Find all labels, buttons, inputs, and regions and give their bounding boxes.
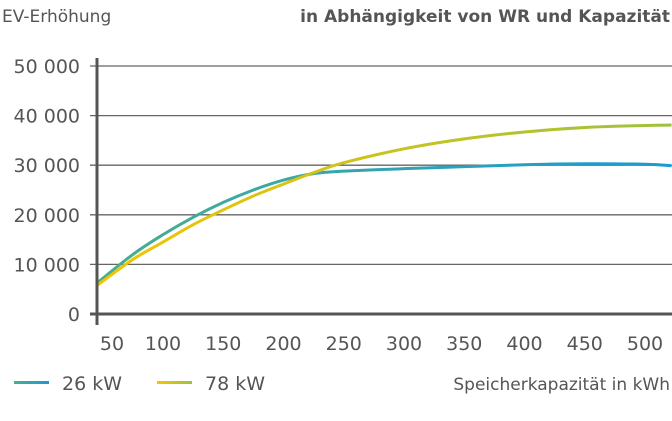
y-tick-label: 20 000 <box>14 205 80 227</box>
x-tick-label: 100 <box>145 333 181 355</box>
x-axis-label: Speicherkapazität in kWh <box>453 375 670 395</box>
x-tick-label: 400 <box>506 333 542 355</box>
x-tick-label: 300 <box>386 333 422 355</box>
x-tick-label: 250 <box>326 333 362 355</box>
y-tick-label: 30 000 <box>14 155 80 177</box>
x-tick-label: 350 <box>446 333 482 355</box>
y-tick-label: 10 000 <box>14 254 80 276</box>
y-axis-label: EV-Erhöhung <box>2 7 111 27</box>
legend-swatch <box>14 381 49 384</box>
x-tick-label: 500 <box>627 333 663 355</box>
x-tick-label: 450 <box>567 333 603 355</box>
legend-swatch <box>157 381 192 384</box>
x-tick-label: 150 <box>205 333 241 355</box>
series-line-26kw <box>95 162 672 285</box>
chart-title: in Abhängigkeit von WR und Kapazität <box>300 7 670 27</box>
legend-label: 78 kW <box>205 373 265 395</box>
x-tick-label: 50 <box>100 333 124 355</box>
legend-label: 26 kW <box>62 373 122 395</box>
y-tick-label: 40 000 <box>14 106 80 128</box>
x-tick-label: 200 <box>265 333 301 355</box>
y-tick-label: 50 000 <box>14 56 80 78</box>
series-line-78kw <box>95 123 672 287</box>
y-tick-label: 0 <box>68 304 80 326</box>
